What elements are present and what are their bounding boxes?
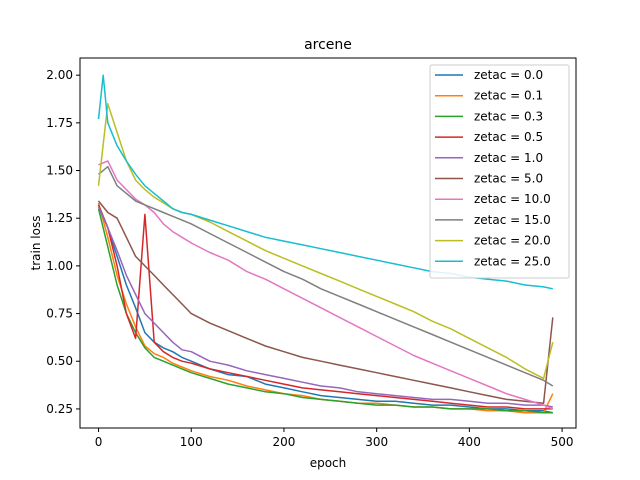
y-tick-label: 0.25 — [46, 402, 73, 416]
series-line-5 — [97, 200, 554, 404]
legend-label-5: zetac = 5.0 — [474, 172, 543, 186]
x-tick-label: 200 — [273, 435, 296, 449]
x-tick-label: 300 — [365, 435, 388, 449]
x-axis-label: epoch — [310, 456, 347, 470]
y-tick-label: 1.50 — [46, 164, 73, 178]
y-axis: 0.25 0.50 0.75 1.00 1.25 1.50 1.75 2.00 — [46, 68, 80, 416]
legend-label-9: zetac = 25.0 — [474, 254, 551, 268]
y-tick-label: 2.00 — [46, 68, 73, 82]
legend-label-8: zetac = 20.0 — [474, 234, 551, 248]
series-line-0 — [97, 204, 553, 414]
series-line-4 — [97, 206, 553, 408]
legend-label-2: zetac = 0.3 — [474, 109, 543, 123]
plot-frame — [79, 57, 577, 429]
x-axis: 0 100 200 300 400 500 — [95, 428, 574, 449]
series-line-8 — [97, 103, 554, 380]
legend-label-1: zetac = 0.1 — [474, 89, 543, 103]
y-tick-label: 1.75 — [46, 116, 73, 130]
x-tick-label: 100 — [180, 435, 203, 449]
y-tick-label: 1.00 — [46, 259, 73, 273]
legend-label-3: zetac = 0.5 — [474, 130, 543, 144]
y-axis-label: train loss — [29, 216, 43, 271]
legend-label-4: zetac = 1.0 — [474, 151, 543, 165]
chart-title: arcene — [304, 37, 352, 53]
series-line-7 — [98, 165, 554, 387]
legend: zetac = 0.0 zetac = 0.1 zetac = 0.3 zetac =… — [429, 64, 570, 279]
x-tick-label: 500 — [551, 435, 574, 449]
series-line-3 — [97, 204, 553, 410]
legend-label-0: zetac = 0.0 — [474, 68, 543, 82]
series-line-2 — [97, 208, 553, 414]
y-tick-label: 1.25 — [46, 211, 73, 225]
y-tick-label: 0.75 — [46, 307, 73, 321]
legend-label-6: zetac = 10.0 — [474, 192, 551, 206]
legend-frame — [429, 64, 570, 279]
legend-label-7: zetac = 15.0 — [474, 213, 551, 227]
x-tick-label: 0 — [95, 435, 103, 449]
y-tick-label: 0.50 — [46, 354, 73, 368]
x-tick-label: 400 — [458, 435, 481, 449]
